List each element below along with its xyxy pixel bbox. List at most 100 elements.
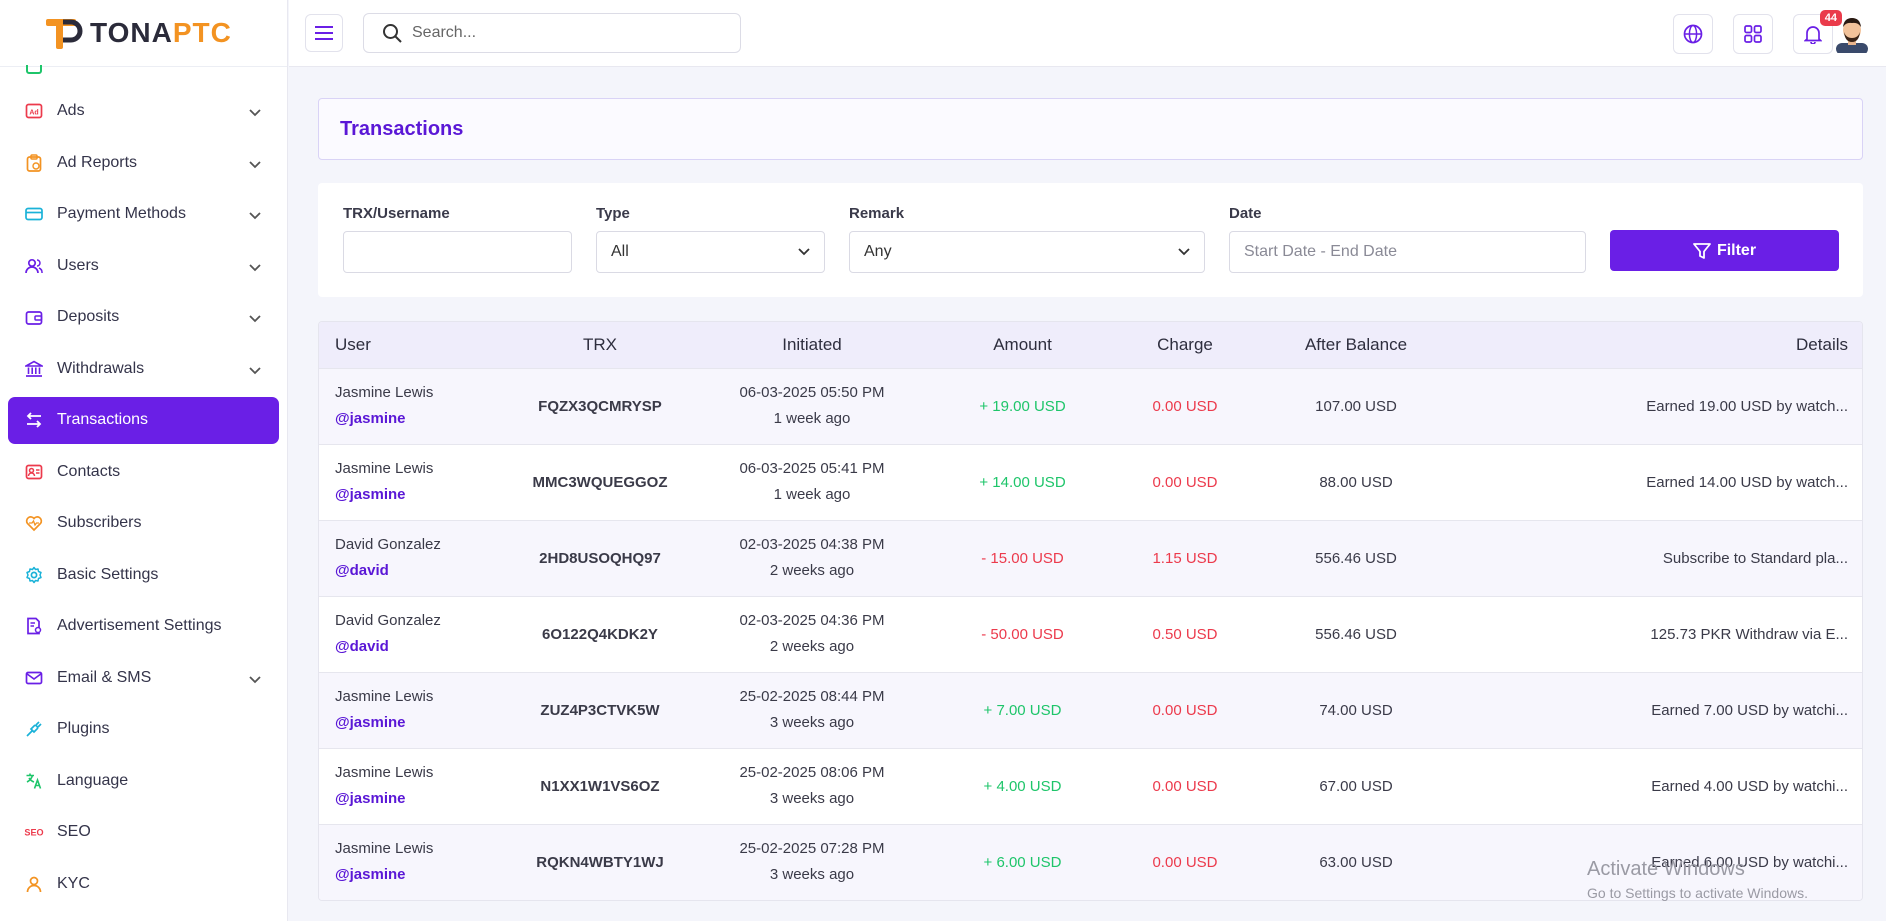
clipboard-icon — [24, 153, 44, 173]
amount-cell: - 50.00 USD — [981, 625, 1064, 643]
sidebar-item-kyc[interactable]: KYC — [8, 860, 279, 907]
user-fullname: Jasmine Lewis — [335, 764, 434, 781]
column-header-user[interactable]: User — [335, 334, 371, 354]
language-button[interactable] — [1673, 14, 1713, 54]
notifications-button[interactable]: 44 — [1793, 10, 1842, 54]
chevron-down-icon — [1178, 248, 1190, 256]
sidebar-item-label: Email & SMS — [57, 668, 152, 686]
after-balance-cell: 74.00 USD — [1319, 701, 1393, 719]
user-username-link[interactable]: @jasmine — [335, 714, 406, 731]
user-username-link[interactable]: @david — [335, 638, 389, 655]
sidebar-item-users[interactable]: Users — [8, 242, 279, 289]
initiated-cell: 06-03-2025 05:50 PM 1 week ago — [693, 368, 931, 444]
table-row[interactable]: Jasmine Lewis @jasmine N1XX1W1VS6OZ 25-0… — [319, 748, 1862, 824]
trx-filter-input[interactable] — [343, 231, 572, 273]
column-header-trx[interactable]: TRX — [583, 334, 617, 354]
brand-logo[interactable]: TONAPTC — [0, 0, 287, 67]
details-cell: Earned 14.00 USD by watch... — [1646, 473, 1848, 491]
initiated-ago: 2 weeks ago — [769, 562, 855, 579]
table-row[interactable]: Jasmine Lewis @jasmine ZUZ4P3CTVK5W 25-0… — [319, 672, 1862, 748]
sidebar-nav: Ad Ads Ad Reports Payment Methods Users Depos… — [0, 65, 287, 907]
sidebar-item-contacts[interactable]: Contacts — [8, 448, 279, 495]
sidebar-item-deposits[interactable]: Deposits — [8, 294, 279, 341]
user-username-link[interactable]: @jasmine — [335, 410, 406, 427]
initiated-ago: 1 week ago — [773, 486, 851, 503]
sidebar-item-withdrawals[interactable]: Withdrawals — [8, 345, 279, 392]
user-fullname: David Gonzalez — [335, 612, 441, 629]
user-username-link[interactable]: @jasmine — [335, 866, 406, 884]
after-balance-cell: 107.00 USD — [1315, 397, 1397, 415]
doc-settings-icon — [24, 616, 44, 636]
column-header-charge[interactable]: Charge — [1157, 334, 1213, 354]
initiated-ago: 3 weeks ago — [769, 714, 855, 731]
bank-icon — [24, 359, 44, 379]
filter-button[interactable]: Filter — [1610, 230, 1839, 271]
amount-cell: + 6.00 USD — [983, 853, 1062, 871]
sidebar-item-advertisement-settings[interactable]: Advertisement Settings — [8, 603, 279, 650]
date-range-input[interactable]: Start Date - End Date — [1229, 231, 1586, 273]
table-row[interactable]: Jasmine Lewis @jasmine MMC3WQUEGGOZ 06-0… — [319, 444, 1862, 520]
user-username-link[interactable]: @david — [335, 562, 389, 579]
table-row[interactable]: David Gonzalez @david 6O122Q4KDK2Y 02-03… — [319, 596, 1862, 672]
initiated-cell: 25-02-2025 07:28 PM 3 weeks ago — [693, 824, 931, 900]
user-cell: Jasmine Lewis @jasmine — [319, 444, 507, 520]
table-row[interactable]: David Gonzalez @david 2HD8USOQHQ97 02-03… — [319, 520, 1862, 596]
column-header-initiated[interactable]: Initiated — [782, 334, 842, 354]
sidebar-item-language[interactable]: Language — [8, 757, 279, 804]
column-header-details[interactable]: Details — [1796, 334, 1848, 354]
initiated-ago: 3 weeks ago — [769, 866, 855, 884]
initiated-cell: 02-03-2025 04:38 PM 2 weeks ago — [693, 520, 931, 596]
sidebar: TONAPTC Ad Ads Ad Reports Payment Methods Us… — [0, 0, 288, 921]
user-fullname: Jasmine Lewis — [335, 840, 434, 858]
after-balance-cell: 67.00 USD — [1319, 777, 1393, 795]
avatar[interactable] — [1832, 13, 1872, 55]
user-username-link[interactable]: @jasmine — [335, 790, 406, 807]
menu-toggle-button[interactable] — [305, 14, 343, 52]
brand-name-part1: TONA — [90, 17, 173, 48]
remark-select[interactable]: Any — [849, 231, 1205, 273]
amount-cell: - 15.00 USD — [981, 549, 1064, 567]
type-select[interactable]: All — [596, 231, 825, 273]
kyc-icon — [24, 874, 44, 894]
plug-icon — [24, 719, 44, 739]
chevron-down-icon — [249, 207, 263, 221]
search-input[interactable] — [412, 24, 712, 42]
user-cell: Jasmine Lewis @jasmine — [319, 368, 507, 444]
sidebar-item-subscribers[interactable]: Subscribers — [8, 500, 279, 547]
table-row[interactable]: Jasmine Lewis @jasmine RQKN4WBTY1WJ 25-0… — [319, 824, 1862, 900]
trx-cell: ZUZ4P3CTVK5W — [540, 701, 660, 719]
column-header-amount[interactable]: Amount — [993, 334, 1052, 354]
sidebar-item-label: Subscribers — [57, 514, 142, 531]
charge-cell: 0.00 USD — [1152, 853, 1218, 871]
sidebar-item-basic-settings[interactable]: Basic Settings — [8, 551, 279, 598]
sidebar-item-email-sms[interactable]: Email & SMS — [8, 654, 279, 701]
column-header-after-balance[interactable]: After Balance — [1304, 334, 1408, 354]
user-cell: David Gonzalez @david — [319, 520, 507, 596]
charge-cell: 1.15 USD — [1152, 549, 1218, 567]
initiated-cell: 02-03-2025 04:36 PM 2 weeks ago — [693, 596, 931, 672]
sidebar-item-plugins[interactable]: Plugins — [8, 706, 279, 753]
sidebar-item-partial[interactable] — [8, 65, 279, 83]
initiated-ago: 2 weeks ago — [769, 638, 855, 655]
sidebar-item-seo[interactable]: SEO SEO — [8, 809, 279, 856]
windows-activation-watermark: Activate Windows Go to Settings to activ… — [1587, 858, 1808, 901]
remark-filter-label: Remark — [849, 205, 905, 222]
type-select-value: All — [611, 243, 629, 260]
heart-icon — [24, 513, 44, 533]
table-row[interactable]: Jasmine Lewis @jasmine FQZX3QCMRYSP 06-0… — [319, 368, 1862, 444]
seo-icon: SEO — [24, 822, 44, 842]
type-filter-label: Type — [596, 205, 630, 222]
charge-cell: 0.00 USD — [1152, 701, 1218, 719]
user-cell: David Gonzalez @david — [319, 596, 507, 672]
sidebar-item-transactions[interactable]: Transactions — [8, 396, 279, 444]
user-username-link[interactable]: @jasmine — [335, 486, 406, 503]
sidebar-item-ads[interactable]: Ad Ads — [8, 88, 279, 135]
initiated-cell: 25-02-2025 08:06 PM 3 weeks ago — [693, 748, 931, 824]
partial-icon — [24, 65, 44, 83]
sidebar-item-ad-reports[interactable]: Ad Reports — [8, 139, 279, 186]
ad-icon: Ad — [24, 101, 44, 121]
remark-select-value: Any — [864, 243, 892, 260]
sidebar-item-payment-methods[interactable]: Payment Methods — [8, 191, 279, 238]
chevron-down-icon — [249, 104, 263, 118]
apps-button[interactable] — [1733, 14, 1773, 54]
